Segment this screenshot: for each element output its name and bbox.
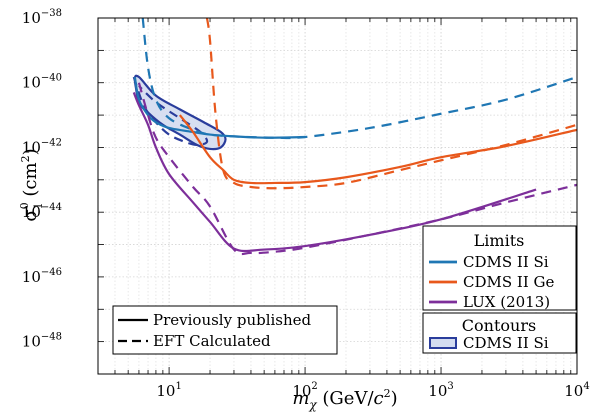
contour-cdms-ii-si-dashed <box>132 76 209 146</box>
series-cdms-ii-ge-dashed <box>205 18 577 190</box>
series-cdms-ii-ge-solid <box>178 114 577 185</box>
plot-area <box>132 18 577 256</box>
y-tick-label: 10−44 <box>22 202 62 221</box>
legend-contours: Contours CDMS II Si <box>422 312 577 354</box>
contour-cdms-ii-si-solid <box>133 74 227 151</box>
legend-contour-swatch <box>429 337 457 349</box>
series-cdms-ii-si-solid <box>133 76 306 139</box>
legend-limits-title: Limits <box>474 231 525 250</box>
legend-style-label: Previously published <box>153 311 312 329</box>
legend-limit-label: CDMS II Si <box>463 253 549 271</box>
series-lux-2013--solid <box>132 92 537 253</box>
y-tick-label: 10−48 <box>22 332 62 351</box>
legend-contour-label: CDMS II Si <box>463 334 549 352</box>
legend-limit-label: LUX (2013) <box>463 293 550 311</box>
legend-limit-label: CDMS II Ge <box>463 273 555 291</box>
x-tick-label: 103 <box>428 381 453 400</box>
x-tick-label: 102 <box>292 381 317 400</box>
x-tick-label: 104 <box>564 381 589 400</box>
x-tick-label: 101 <box>156 381 181 400</box>
legend-contours-title: Contours <box>462 316 536 335</box>
legend-style-label: EFT Calculated <box>153 332 271 350</box>
y-tick-label: 10−38 <box>22 8 62 27</box>
x-axis-label: mχ (GeV/c2) <box>292 387 397 412</box>
axes: 101 102 103 104 10−38 10−40 10−42 10−44 10−46 10−… <box>22 8 590 400</box>
legend-styles: Previously published EFT Calculated <box>112 305 338 355</box>
legend-limits: Limits CDMS II Si CDMS II Ge LUX (2013) <box>422 225 577 311</box>
series-lux-2013--dashed <box>137 82 577 256</box>
y-tick-label: 10−46 <box>22 267 62 286</box>
y-tick-label: 10−40 <box>22 73 62 92</box>
axes-frame <box>97 17 578 375</box>
y-tick-label: 10−42 <box>22 137 62 156</box>
y-axis-label: σ01 (cm2) <box>18 148 45 221</box>
